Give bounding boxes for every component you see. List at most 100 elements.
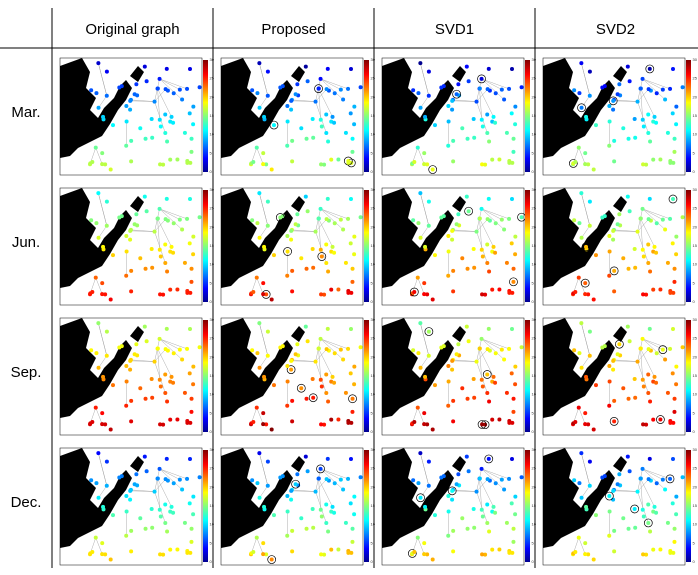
graph-node: [451, 289, 456, 294]
graph-node: [600, 215, 605, 220]
graph-edge: [420, 225, 429, 238]
graph-edge: [481, 208, 510, 220]
graph-node: [108, 557, 113, 562]
graph-node: [425, 422, 430, 427]
graph-node: [134, 472, 139, 477]
graph-edge: [320, 208, 344, 230]
graph-node: [418, 105, 423, 110]
graph-node: [450, 228, 455, 233]
graph-edge: [291, 490, 316, 492]
graph-node: [460, 256, 465, 261]
graph-node: [324, 217, 329, 222]
graph-node: [316, 346, 321, 351]
graph-node: [124, 364, 129, 369]
selected-node: [605, 491, 614, 501]
map-land: [60, 58, 144, 158]
graph-node: [573, 160, 578, 165]
row-label: Dec.: [11, 494, 42, 511]
graph-node: [668, 420, 673, 425]
graph-node: [493, 481, 498, 486]
graph-node: [471, 506, 476, 511]
graph-node: [509, 457, 514, 462]
graph-node: [644, 292, 649, 297]
graph-node: [332, 120, 337, 125]
graph-node: [289, 358, 294, 363]
graph-node: [648, 269, 653, 274]
graph-node: [305, 339, 310, 344]
graph-node: [446, 104, 451, 109]
graph-node: [611, 358, 616, 363]
graph-node: [607, 533, 612, 538]
graph-node: [513, 104, 518, 109]
graph-node: [324, 112, 329, 117]
graph-node: [450, 107, 455, 112]
graph-node: [576, 145, 581, 150]
graph-node: [96, 105, 101, 110]
graph-edge: [159, 468, 183, 490]
graph-edge: [637, 101, 649, 134]
graph-node: [161, 552, 166, 557]
graph-node: [612, 268, 617, 273]
graph-node: [507, 476, 512, 481]
graph-node: [318, 206, 323, 211]
graph-edge: [642, 338, 666, 360]
graph-edge: [481, 78, 505, 100]
graph-node: [432, 383, 437, 388]
graph-node: [265, 93, 270, 98]
graph-node: [157, 377, 162, 382]
colorbar-tick-label: 5: [371, 540, 374, 545]
graph-node: [158, 514, 163, 519]
graph-node: [456, 472, 461, 477]
graph-node: [189, 409, 194, 414]
graph-node: [480, 254, 485, 259]
colorbar: [203, 60, 208, 172]
graph-node: [93, 145, 98, 150]
graph-node: [144, 79, 149, 84]
graph-node: [251, 550, 256, 555]
selected-node: [424, 327, 434, 336]
graph-node: [341, 357, 346, 362]
graph-node: [668, 346, 673, 351]
graph-node: [627, 209, 632, 214]
colorbar-tick-label: 30: [210, 57, 215, 62]
graph-node: [658, 547, 663, 552]
selected-node: [348, 394, 357, 404]
graph-edge: [157, 478, 172, 507]
graph-node: [617, 472, 622, 477]
graph-node: [142, 454, 147, 459]
graph-edge: [320, 78, 349, 90]
graph-node: [94, 91, 99, 96]
graph-edge: [318, 478, 321, 510]
graph-node: [621, 516, 626, 521]
map-land: [382, 318, 466, 418]
graph-node: [439, 345, 444, 350]
graph-node: [423, 504, 428, 509]
graph-node: [257, 321, 262, 326]
graph-node: [89, 88, 94, 93]
graph-node: [187, 371, 192, 376]
graph-node: [325, 66, 330, 71]
graph-node: [477, 476, 482, 481]
colorbar-tick-label: 30: [532, 57, 537, 62]
colorbar-tick-label: 10: [532, 262, 537, 267]
graph-edge: [130, 360, 155, 362]
graph-node: [572, 88, 577, 93]
graph-node: [668, 290, 673, 295]
graph-node: [641, 124, 646, 129]
graph-edge: [98, 193, 107, 226]
graph-node: [94, 481, 99, 486]
graph-edge: [315, 89, 327, 102]
graph-node: [446, 364, 451, 369]
graph-node: [511, 409, 516, 414]
graph-node: [502, 97, 507, 102]
graph-node: [157, 247, 162, 252]
graph-edge: [452, 360, 477, 362]
graph-node: [504, 260, 509, 265]
graph-node: [641, 514, 646, 519]
graph-edge: [157, 88, 160, 120]
graph-edge: [581, 355, 590, 368]
graph-node: [311, 265, 316, 270]
graph-node: [290, 398, 295, 403]
graph-node: [583, 411, 588, 416]
graph-node: [157, 336, 162, 341]
